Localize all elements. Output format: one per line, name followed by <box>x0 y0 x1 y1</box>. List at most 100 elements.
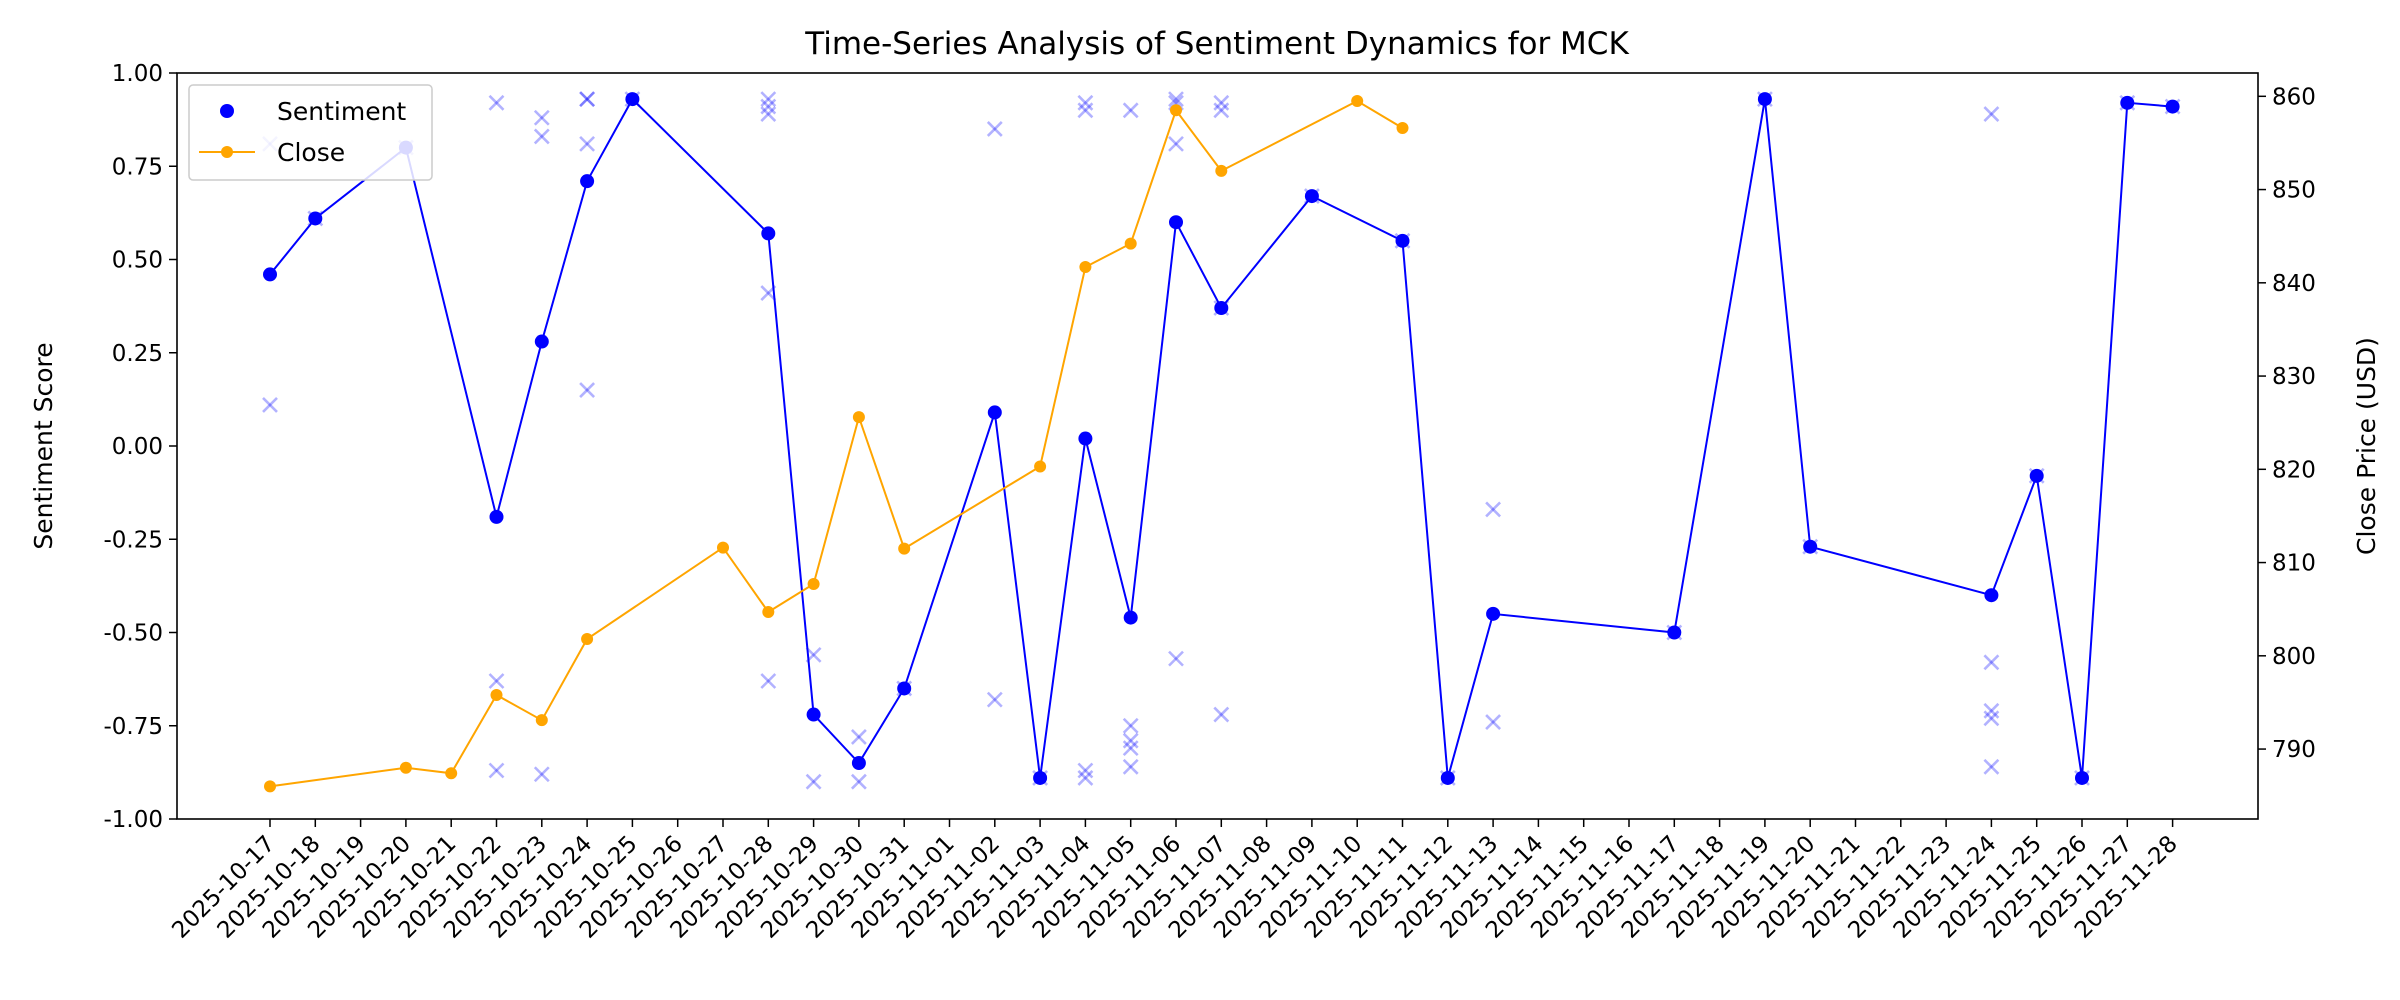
x-marker-stroke <box>1485 501 1502 518</box>
y-axis-label-right: Close Price (USD) <box>2352 337 2381 555</box>
x-marker-stroke <box>1983 106 2000 122</box>
individual-score-point <box>1122 102 1139 119</box>
sentiment-point <box>1033 770 1048 785</box>
x-marker-stroke <box>579 382 596 398</box>
individual-score-point <box>986 121 1003 137</box>
x-marker-stroke <box>262 397 278 413</box>
close-point <box>1396 122 1409 135</box>
x-marker-stroke <box>1122 102 1139 119</box>
x-marker-stroke <box>1168 135 1184 152</box>
x-marker-stroke <box>579 91 596 108</box>
x-marker-stroke <box>488 762 505 779</box>
x-marker-stroke <box>1485 501 1502 518</box>
y-tick-label-left: 1.00 <box>112 61 163 87</box>
individual-score-point <box>1122 732 1139 749</box>
x-marker-stroke <box>850 773 867 790</box>
y-tick-label-left: -1.00 <box>103 807 163 833</box>
close-point <box>264 780 276 793</box>
sentiment-point <box>263 267 277 282</box>
x-marker-stroke <box>488 94 505 111</box>
x-marker-stroke <box>1077 102 1094 119</box>
individual-score-point <box>1983 106 2000 122</box>
x-marker-stroke <box>1213 94 1230 111</box>
x-marker-stroke <box>760 98 777 115</box>
x-marker-stroke <box>1213 102 1230 119</box>
individual-score-point <box>533 128 550 145</box>
sentiment-point <box>1667 625 1682 640</box>
x-marker-stroke <box>850 729 867 745</box>
y-tick-label-right: 800 <box>2272 644 2316 670</box>
x-marker-stroke <box>760 106 777 122</box>
individual-score-point <box>1983 758 2000 775</box>
series-lines-layer <box>263 92 2180 793</box>
legend: Sentiment Close <box>188 84 433 181</box>
individual-score-point <box>1983 710 2000 727</box>
x-marker-stroke <box>1122 717 1139 734</box>
x-marker-stroke <box>1122 740 1139 757</box>
sentiment-point <box>308 211 323 226</box>
sentiment-point <box>2029 468 2044 483</box>
x-marker-stroke <box>1168 91 1184 108</box>
x-marker-stroke <box>1485 714 1502 730</box>
individual-score-point <box>1213 102 1230 119</box>
x-marker-stroke <box>579 135 596 152</box>
x-marker-stroke <box>1122 740 1139 757</box>
plot-frame <box>176 72 2259 820</box>
individual-score-point <box>1122 740 1139 757</box>
x-marker-stroke <box>1077 762 1094 779</box>
legend-box <box>188 84 433 181</box>
sentiment-point <box>1486 606 1501 621</box>
x-marker-stroke <box>805 773 822 790</box>
sentiment-line <box>269 97 2173 779</box>
sentiment-point <box>1984 588 1999 603</box>
y-tick-label-right: 840 <box>2272 271 2316 297</box>
individual-score-point <box>1213 706 1230 723</box>
individual-score-point <box>488 94 505 111</box>
y-tick-label-right: 830 <box>2272 364 2316 390</box>
x-marker-stroke <box>1983 710 2000 727</box>
x-marker-stroke <box>1213 94 1230 111</box>
y-tick-label-left: 0.25 <box>112 341 163 367</box>
individual-score-point <box>1122 758 1139 775</box>
y-tick-label-left: -0.25 <box>103 527 163 553</box>
individual-score-point <box>533 766 550 783</box>
y-tick-label-left: 0.75 <box>112 154 163 180</box>
x-marker-stroke <box>986 691 1003 708</box>
individual-score-point <box>760 91 777 108</box>
x-marker-stroke <box>760 673 777 689</box>
close-point <box>898 542 911 555</box>
close-point <box>717 541 729 554</box>
x-marker-stroke <box>1983 702 2000 719</box>
individual-score-point <box>579 135 596 152</box>
individual-score-point <box>1122 717 1139 734</box>
y-tick-label-right: 810 <box>2272 551 2316 577</box>
x-marker-stroke <box>262 397 278 413</box>
close-point <box>1034 460 1047 473</box>
x-marker-stroke <box>533 109 550 126</box>
x-marker-stroke <box>1122 717 1139 734</box>
individual-score-point <box>850 773 867 790</box>
x-marker-stroke <box>488 762 505 779</box>
x-marker-stroke <box>986 121 1003 137</box>
x-marker-stroke <box>805 773 822 790</box>
x-marker-stroke <box>579 91 596 108</box>
x-marker-stroke <box>760 91 777 108</box>
sentiment-point <box>1440 770 1455 785</box>
sentiment-point <box>1169 215 1183 230</box>
close-point <box>445 767 458 780</box>
y-tick-label-left: -0.75 <box>103 714 163 740</box>
x-marker-stroke <box>1983 654 2000 671</box>
individual-score-point <box>1983 702 2000 719</box>
x-marker-stroke <box>579 382 596 398</box>
x-marker-stroke <box>805 646 822 663</box>
individual-score-point <box>1077 762 1094 779</box>
sentiment-point <box>897 681 912 696</box>
sentiment-point <box>580 174 595 189</box>
x-marker-stroke <box>1168 91 1184 108</box>
close-point <box>581 633 594 646</box>
x-marker-stroke <box>1213 706 1230 723</box>
sentiment-point <box>806 707 821 722</box>
sentiment-point <box>2165 99 2180 114</box>
sentiment-point <box>987 405 1002 420</box>
legend-close-marker <box>221 146 233 158</box>
